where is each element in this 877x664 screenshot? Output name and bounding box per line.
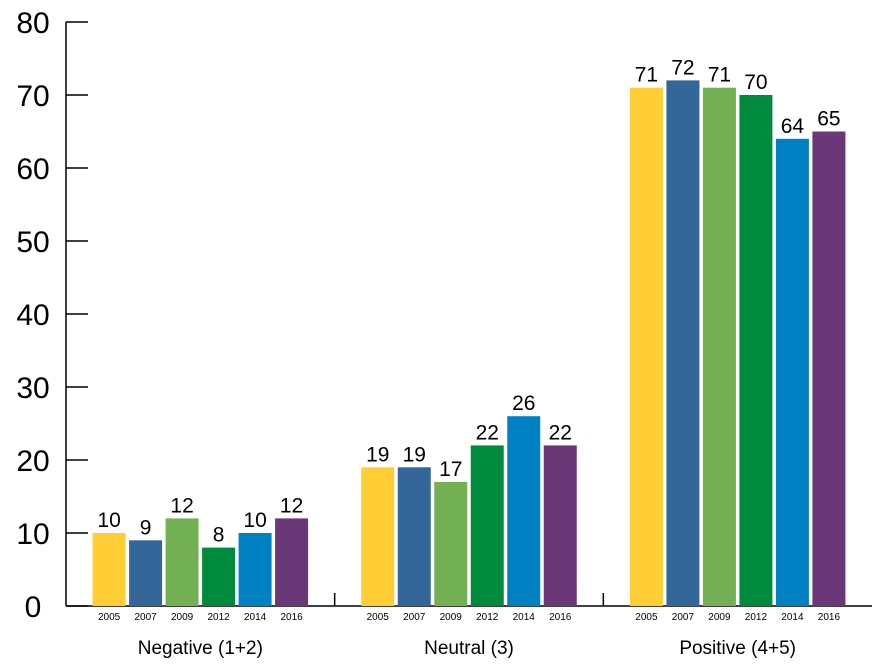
bars <box>92 80 846 607</box>
data-label: 26 <box>512 392 535 415</box>
data-label: 9 <box>140 516 152 539</box>
year-label: 2007 <box>403 612 426 623</box>
year-label: 2009 <box>440 612 463 623</box>
bar <box>275 518 309 606</box>
bar <box>702 87 736 606</box>
data-label: 72 <box>671 56 694 79</box>
y-tick-label: 20 <box>16 445 49 478</box>
year-label: 2014 <box>513 612 536 623</box>
data-label: 71 <box>635 64 658 87</box>
year-label: 2016 <box>549 612 572 623</box>
y-tick-label: 50 <box>16 226 49 259</box>
bar <box>434 481 468 606</box>
year-label: 2005 <box>367 612 390 623</box>
bar <box>507 416 541 606</box>
year-label: 2007 <box>672 612 695 623</box>
bar <box>129 540 163 606</box>
y-tick-label: 60 <box>16 153 49 186</box>
bar <box>92 533 126 606</box>
year-label: 2014 <box>244 612 267 623</box>
data-label: 22 <box>549 421 572 444</box>
y-tick-label: 10 <box>16 518 49 551</box>
y-axis-ticks: 0 10 20 30 40 50 60 70 80 <box>16 7 88 624</box>
data-label: 19 <box>403 443 426 466</box>
bar <box>238 533 272 606</box>
year-label: 2005 <box>635 612 658 623</box>
year-label: 2012 <box>745 612 768 623</box>
bar <box>775 138 809 607</box>
year-label: 2009 <box>171 612 194 623</box>
bar <box>470 445 504 606</box>
data-label: 8 <box>213 524 225 547</box>
year-label: 2016 <box>818 612 841 623</box>
category-labels: Negative (1+2) Neutral (3) Positive (4+5) <box>138 638 796 659</box>
y-tick-label: 30 <box>16 372 49 405</box>
category-label: Negative (1+2) <box>138 638 263 659</box>
bar <box>361 467 395 606</box>
data-label: 17 <box>439 458 462 481</box>
y-tick-label: 70 <box>16 80 49 113</box>
bar <box>165 518 199 606</box>
year-label: 2016 <box>280 612 303 623</box>
data-label: 12 <box>170 494 193 517</box>
year-label: 2007 <box>134 612 157 623</box>
data-label: 10 <box>97 509 120 532</box>
y-tick-label: 80 <box>16 7 49 40</box>
year-label: 2012 <box>476 612 499 623</box>
year-label: 2014 <box>781 612 804 623</box>
y-tick-label: 40 <box>16 299 49 332</box>
year-labels: 2005 2007 2009 2012 2014 2016 2005 2007 2009 2012… <box>98 612 841 623</box>
bar <box>739 95 773 606</box>
bar <box>397 467 431 606</box>
year-label: 2005 <box>98 612 121 623</box>
data-label: 22 <box>476 421 499 444</box>
data-label: 65 <box>817 108 840 131</box>
data-label: 70 <box>744 71 767 94</box>
data-labels: 10 9 12 8 10 12 19 19 17 22 26 22 71 72 71 70 64 65 <box>97 56 840 546</box>
y-tick-label: 0 <box>25 591 42 624</box>
data-label: 71 <box>708 64 731 87</box>
year-label: 2012 <box>207 612 230 623</box>
year-label: 2009 <box>708 612 731 623</box>
data-label: 12 <box>280 494 303 517</box>
category-label: Neutral (3) <box>424 638 514 659</box>
bar <box>629 87 663 606</box>
bar <box>666 80 700 606</box>
data-label: 10 <box>243 509 266 532</box>
data-label: 64 <box>781 115 805 138</box>
bar <box>202 547 236 606</box>
data-label: 19 <box>366 443 389 466</box>
bar <box>812 131 846 606</box>
category-label: Positive (4+5) <box>679 638 796 659</box>
bar <box>543 445 577 606</box>
